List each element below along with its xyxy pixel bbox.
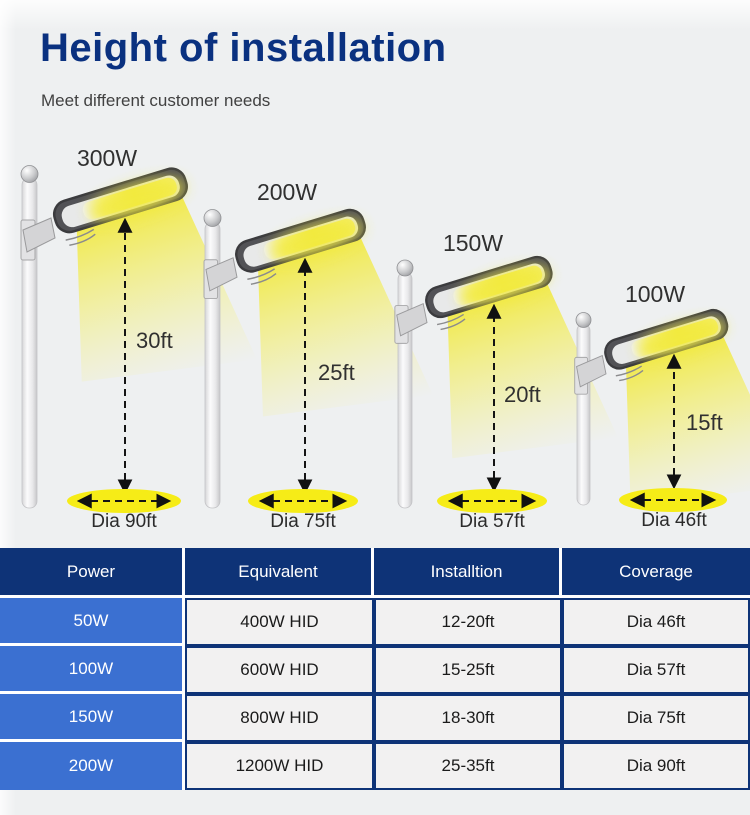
power-label: 100W [625,281,685,307]
header-cell-power: Power [0,548,185,598]
table-cell: 18-30ft [374,694,562,742]
light-unit-300w: 300W 30ft Dia 90ft [21,145,257,532]
table-cell: Dia 90ft [562,742,750,790]
table-cell: 25-35ft [374,742,562,790]
diameter-label: Dia 57ft [459,511,525,532]
table-cell: Dia 75ft [562,694,750,742]
power-cell: 200W [0,742,185,790]
installation-height-diagram: 300W 30ft Dia 90ft 200W 25ft Dia 75ft 15… [0,145,750,548]
pole [576,323,591,506]
table-cell: 600W HID [185,646,374,694]
height-label: 30ft [136,328,173,353]
light-unit-100w: 100W 15ft Dia 46ft [575,281,750,532]
pole-cap [20,165,39,183]
spec-table: Power Equivalent Installtion Coverage 50… [0,548,750,790]
power-cell: 150W [0,694,185,742]
page-subtitle: Meet different customer needs [41,91,271,110]
header-cell-coverage: Coverage [562,548,750,598]
table-cell: 1200W HID [185,742,374,790]
height-label: 15ft [686,410,723,435]
table-cell: Dia 57ft [562,646,750,694]
table-cell: 15-25ft [374,646,562,694]
light-unit-150w: 150W 20ft Dia 57ft [395,230,618,532]
table-cell: 800W HID [185,694,374,742]
height-label: 20ft [504,382,541,407]
diameter-label: Dia 46ft [641,510,707,531]
diameter-label: Dia 75ft [270,511,336,532]
power-label: 200W [257,179,317,205]
header-cell-installation: Installtion [374,548,562,598]
header-cell-equivalent: Equivalent [185,548,374,598]
table-cell: 400W HID [185,598,374,646]
power-cell: 50W [0,598,185,646]
power-cell: 100W [0,646,185,694]
table-cell: Dia 46ft [562,598,750,646]
diameter-label: Dia 90ft [91,511,157,532]
height-label: 25ft [318,360,355,385]
pole-cap [203,209,222,227]
page-title: Height of installation [40,26,447,70]
power-label: 300W [77,145,137,171]
light-unit-200w: 200W 25ft Dia 75ft [204,179,433,532]
pole-cap [575,312,592,328]
power-label: 150W [443,230,503,256]
table-cell: 12-20ft [374,598,562,646]
pole-cap [396,259,414,277]
